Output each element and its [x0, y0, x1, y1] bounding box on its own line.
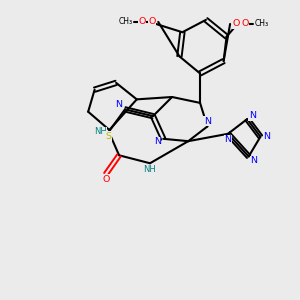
Text: O: O: [102, 175, 110, 184]
Text: N: N: [116, 100, 123, 109]
Text: CH₃: CH₃: [255, 19, 269, 28]
Text: N: N: [204, 117, 211, 126]
Text: N: N: [263, 132, 270, 141]
Text: CH₃: CH₃: [118, 17, 132, 26]
Text: N: N: [224, 135, 232, 144]
Text: N: N: [154, 137, 161, 146]
Text: NH: NH: [94, 127, 107, 136]
Text: O: O: [233, 20, 240, 28]
Text: NH: NH: [144, 165, 156, 174]
Text: N: N: [249, 111, 256, 120]
Text: O: O: [148, 17, 155, 26]
Text: O: O: [138, 17, 146, 26]
Text: N: N: [250, 156, 257, 165]
Text: O: O: [241, 19, 248, 28]
Text: S: S: [106, 132, 112, 141]
